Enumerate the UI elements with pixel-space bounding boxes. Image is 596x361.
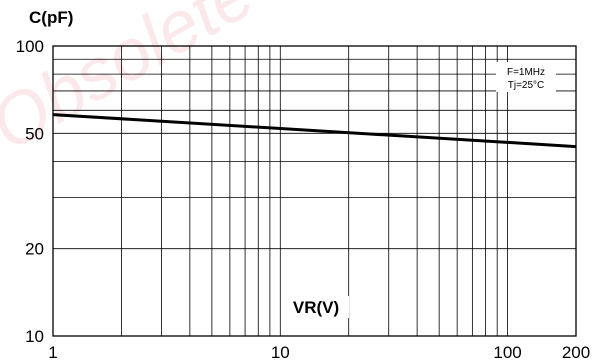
x-axis-title: VR(V)	[293, 298, 339, 317]
y-tick-label: 100	[16, 37, 44, 56]
temperature-note: Tj=25°C	[508, 80, 545, 91]
y-tick-label: 50	[25, 124, 44, 143]
y-tick-label: 10	[25, 327, 44, 346]
x-axis-title-bg	[283, 296, 349, 318]
frequency-note: F=1MHz	[507, 67, 545, 78]
y-tick-label: 20	[25, 240, 44, 259]
x-tick-label: 1	[48, 343, 57, 361]
y-tick-labels: 10 20 50 100	[16, 37, 44, 346]
x-tick-labels: 1 10 100 200	[48, 343, 590, 361]
x-tick-label: 10	[271, 343, 290, 361]
y-axis-title: C(pF)	[29, 8, 73, 27]
conditions-box	[496, 62, 556, 92]
series-layer	[52, 113, 577, 149]
x-tick-label: 100	[493, 343, 521, 361]
plot-frame	[52, 45, 577, 337]
capacitance-curve	[52, 113, 577, 149]
x-tick-label: 200	[562, 343, 590, 361]
